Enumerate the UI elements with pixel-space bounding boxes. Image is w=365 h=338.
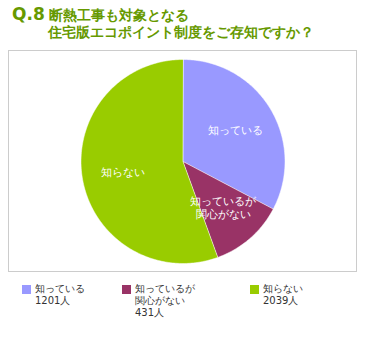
- svg-text:知っているが関心がない: 知っているが関心がない: [190, 195, 257, 221]
- html-text:知っているが: 知っているが: [135, 283, 195, 294]
- html-text:住宅版エコポイント制度をご存知ですか？: 住宅版エコポイント制度をご存知ですか？: [48, 24, 314, 40]
- html-text:2039人: 2039人: [263, 295, 299, 306]
- html-text:431人: 431人: [135, 307, 165, 318]
- html-text:知らない: 知らない: [263, 283, 303, 294]
- svg-text:知らない: 知らない: [101, 166, 145, 179]
- html-text:知っている: 知っている: [35, 283, 85, 294]
- html-text:Q.8 断熱工事も対象となる: Q.8 断熱工事も対象となる: [12, 4, 189, 24]
- html-text:関心がない: 関心がない: [135, 295, 185, 306]
- html-text:1201人: 1201人: [35, 295, 71, 306]
- svg-text:知っている: 知っている: [208, 124, 263, 137]
